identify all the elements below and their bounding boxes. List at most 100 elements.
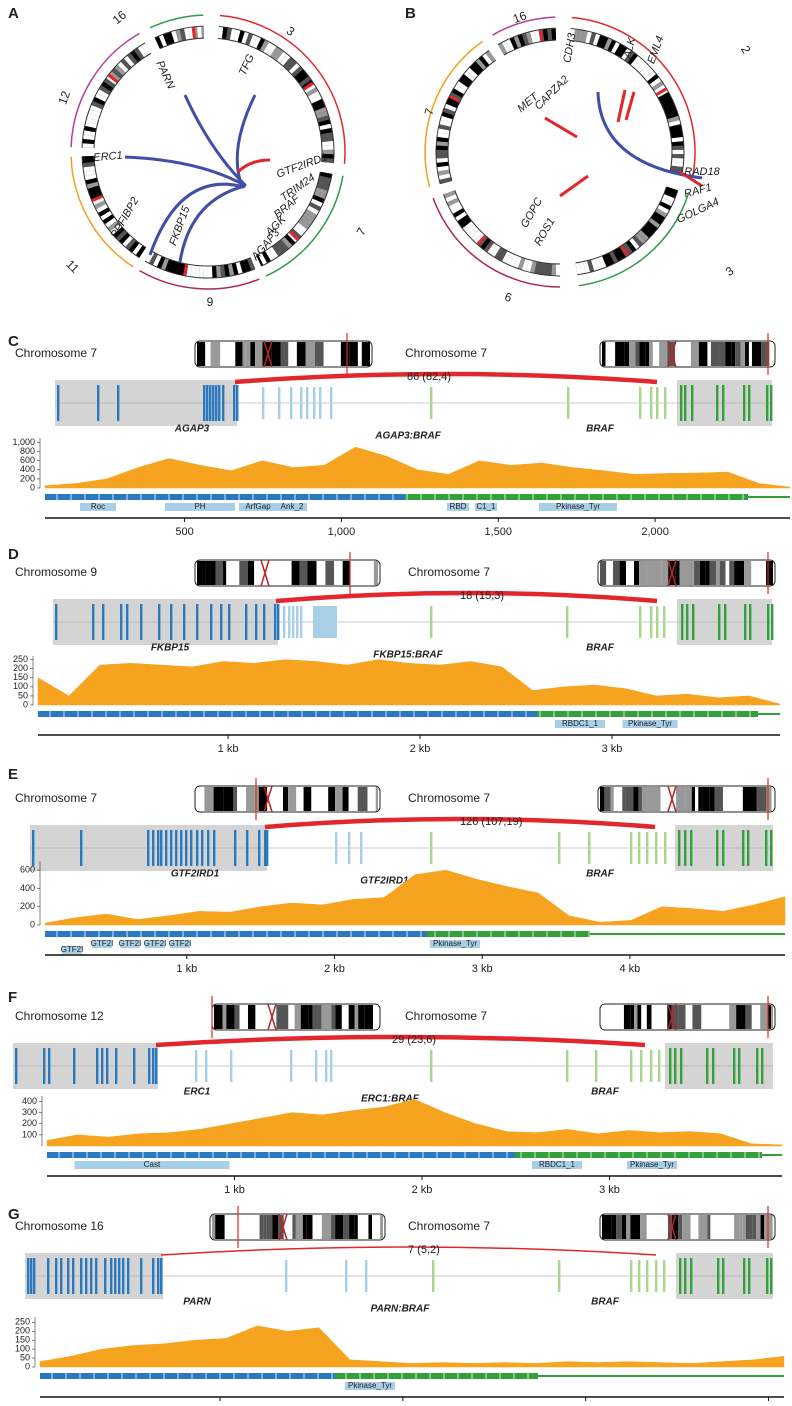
domain-box — [80, 503, 116, 511]
ideogram-band — [318, 119, 331, 127]
ideogram-band — [205, 342, 211, 366]
ideogram-band — [341, 1005, 349, 1029]
exon — [175, 830, 178, 866]
chromosome-label: 3 — [723, 263, 737, 278]
chromosome-left: Chromosome 7 — [15, 791, 97, 805]
ideogram-band — [645, 342, 650, 366]
exon — [140, 604, 143, 640]
ideogram-band — [619, 1005, 624, 1029]
y-tick-label: 200 — [15, 1326, 30, 1336]
ideogram-band — [676, 787, 686, 811]
ideogram-band — [729, 561, 735, 585]
exon — [684, 830, 687, 866]
ideogram-band — [642, 67, 654, 79]
fusion-link — [236, 158, 271, 174]
ideogram-band — [171, 30, 179, 43]
ideogram-band — [603, 38, 613, 51]
ideogram-band — [690, 1215, 699, 1239]
exon — [674, 1048, 677, 1084]
y-tick-label: 600 — [20, 455, 35, 465]
exon — [325, 1050, 328, 1082]
exon — [48, 1048, 51, 1084]
exon — [558, 1260, 561, 1292]
exon — [567, 387, 570, 419]
ideogram-band — [149, 253, 158, 265]
ideogram-band — [458, 77, 471, 88]
exon — [748, 1258, 751, 1294]
transcript-3 — [405, 494, 748, 500]
ideogram-band — [659, 201, 672, 210]
ideogram-band — [87, 113, 100, 121]
ideogram-band — [252, 36, 262, 49]
breakpoint — [448, 94, 461, 103]
ideogram-band — [163, 33, 171, 46]
ideogram-band — [233, 787, 238, 811]
exon — [274, 604, 277, 640]
ideogram-band — [350, 561, 358, 585]
ideogram-band — [592, 33, 601, 46]
ideogram-band — [226, 1005, 235, 1029]
ideogram-band — [241, 31, 249, 44]
ideogram-band — [214, 1005, 223, 1029]
ideogram-band — [319, 123, 332, 131]
ideogram-band — [86, 181, 99, 189]
x-tick-label: 2,000 — [641, 526, 669, 538]
ideogram-band — [445, 194, 458, 203]
y-tick-label: 250 — [13, 654, 28, 664]
panel-letter: D — [8, 546, 19, 563]
ideogram-band — [219, 265, 226, 277]
ideogram-band — [93, 96, 106, 106]
ideogram-band — [616, 247, 626, 259]
y-tick-label: 0 — [25, 1361, 30, 1371]
chromosome-track — [149, 14, 204, 29]
ideogram-band — [657, 204, 670, 214]
ideogram-band — [234, 561, 240, 585]
x-tick-label: 1,500 — [485, 526, 513, 538]
ideogram-band — [734, 561, 738, 585]
ideogram-band — [664, 190, 677, 199]
ideogram-band — [272, 244, 282, 257]
ideogram-band — [640, 227, 652, 238]
ideogram-band — [707, 1215, 711, 1239]
ideogram-band — [98, 207, 110, 217]
ideogram-band — [752, 1215, 757, 1239]
exon — [761, 1048, 764, 1084]
y-tick-label: 0 — [30, 919, 35, 929]
ideogram-band — [319, 175, 331, 183]
ideogram-band — [235, 342, 243, 366]
ideogram-band — [635, 232, 646, 244]
ideogram-band — [451, 88, 464, 98]
exon — [55, 604, 58, 640]
ideogram-band — [469, 64, 481, 76]
ideogram-band — [639, 342, 646, 366]
ideogram-band — [667, 1215, 672, 1239]
exon — [234, 830, 237, 866]
ideogram-band — [647, 74, 659, 85]
exon — [140, 1258, 143, 1294]
chromosome-left: Chromosome 12 — [15, 1009, 104, 1023]
exon — [656, 606, 659, 638]
ideogram-band — [132, 243, 143, 255]
ideogram-band — [468, 227, 480, 238]
exon — [640, 1050, 643, 1082]
exon — [122, 1258, 125, 1294]
exon — [209, 385, 212, 421]
ideogram-band — [241, 1215, 251, 1239]
exon — [57, 385, 60, 421]
ideogram-band — [709, 787, 715, 811]
centromere — [667, 785, 677, 813]
ideogram-band — [690, 342, 699, 366]
domain-label: Pkinase_Tyr — [348, 1381, 392, 1390]
ideogram-band — [318, 179, 330, 187]
ideogram-band — [622, 243, 633, 255]
ideogram-band — [270, 46, 280, 59]
ideogram-band — [621, 48, 631, 60]
ideogram-band — [659, 1005, 668, 1029]
ideogram-band — [283, 1215, 293, 1239]
exon — [360, 832, 363, 864]
ideogram-band — [105, 217, 117, 228]
ideogram-band — [751, 1005, 761, 1029]
exon — [110, 1258, 113, 1294]
exon — [319, 387, 322, 419]
y-tick-label: 250 — [15, 1317, 30, 1327]
